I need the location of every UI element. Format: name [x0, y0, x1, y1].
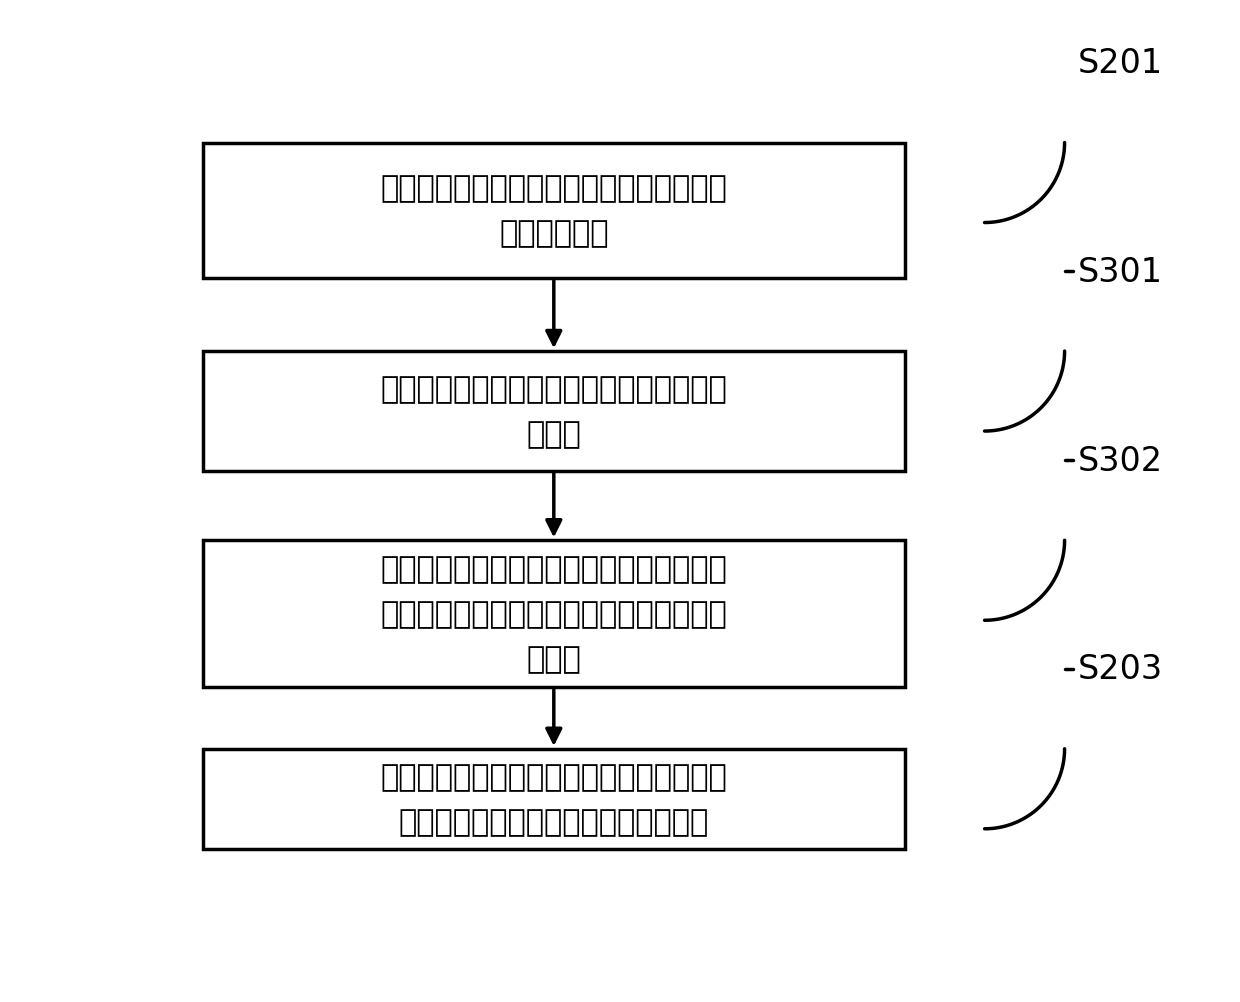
- Text: S201: S201: [1078, 47, 1163, 80]
- Text: S301: S301: [1078, 256, 1163, 289]
- Text: 接收用户提交的支付信息，获取非油品支付
信息，并向用户发送非油商品取货信息: 接收用户提交的支付信息，获取非油品支付 信息，并向用户发送非油商品取货信息: [381, 763, 727, 837]
- Text: 根据用户分类，为用户匹配相应的非油品商
品推荐信息，并将非油商品推荐信息发送给
用户端: 根据用户分类，为用户匹配相应的非油品商 品推荐信息，并将非油商品推荐信息发送给 …: [381, 554, 727, 673]
- FancyBboxPatch shape: [203, 143, 905, 279]
- FancyBboxPatch shape: [203, 352, 905, 471]
- FancyBboxPatch shape: [203, 749, 905, 850]
- Text: 获取用户的油品订单，油品订单至少携带有
用户身份标识: 获取用户的油品订单，油品订单至少携带有 用户身份标识: [381, 174, 727, 247]
- Text: 根据用户身份识别标识，判断用户所属的用
户分类: 根据用户身份识别标识，判断用户所属的用 户分类: [381, 375, 727, 449]
- Text: S203: S203: [1078, 652, 1163, 685]
- FancyBboxPatch shape: [203, 541, 905, 687]
- Text: S302: S302: [1078, 444, 1163, 477]
